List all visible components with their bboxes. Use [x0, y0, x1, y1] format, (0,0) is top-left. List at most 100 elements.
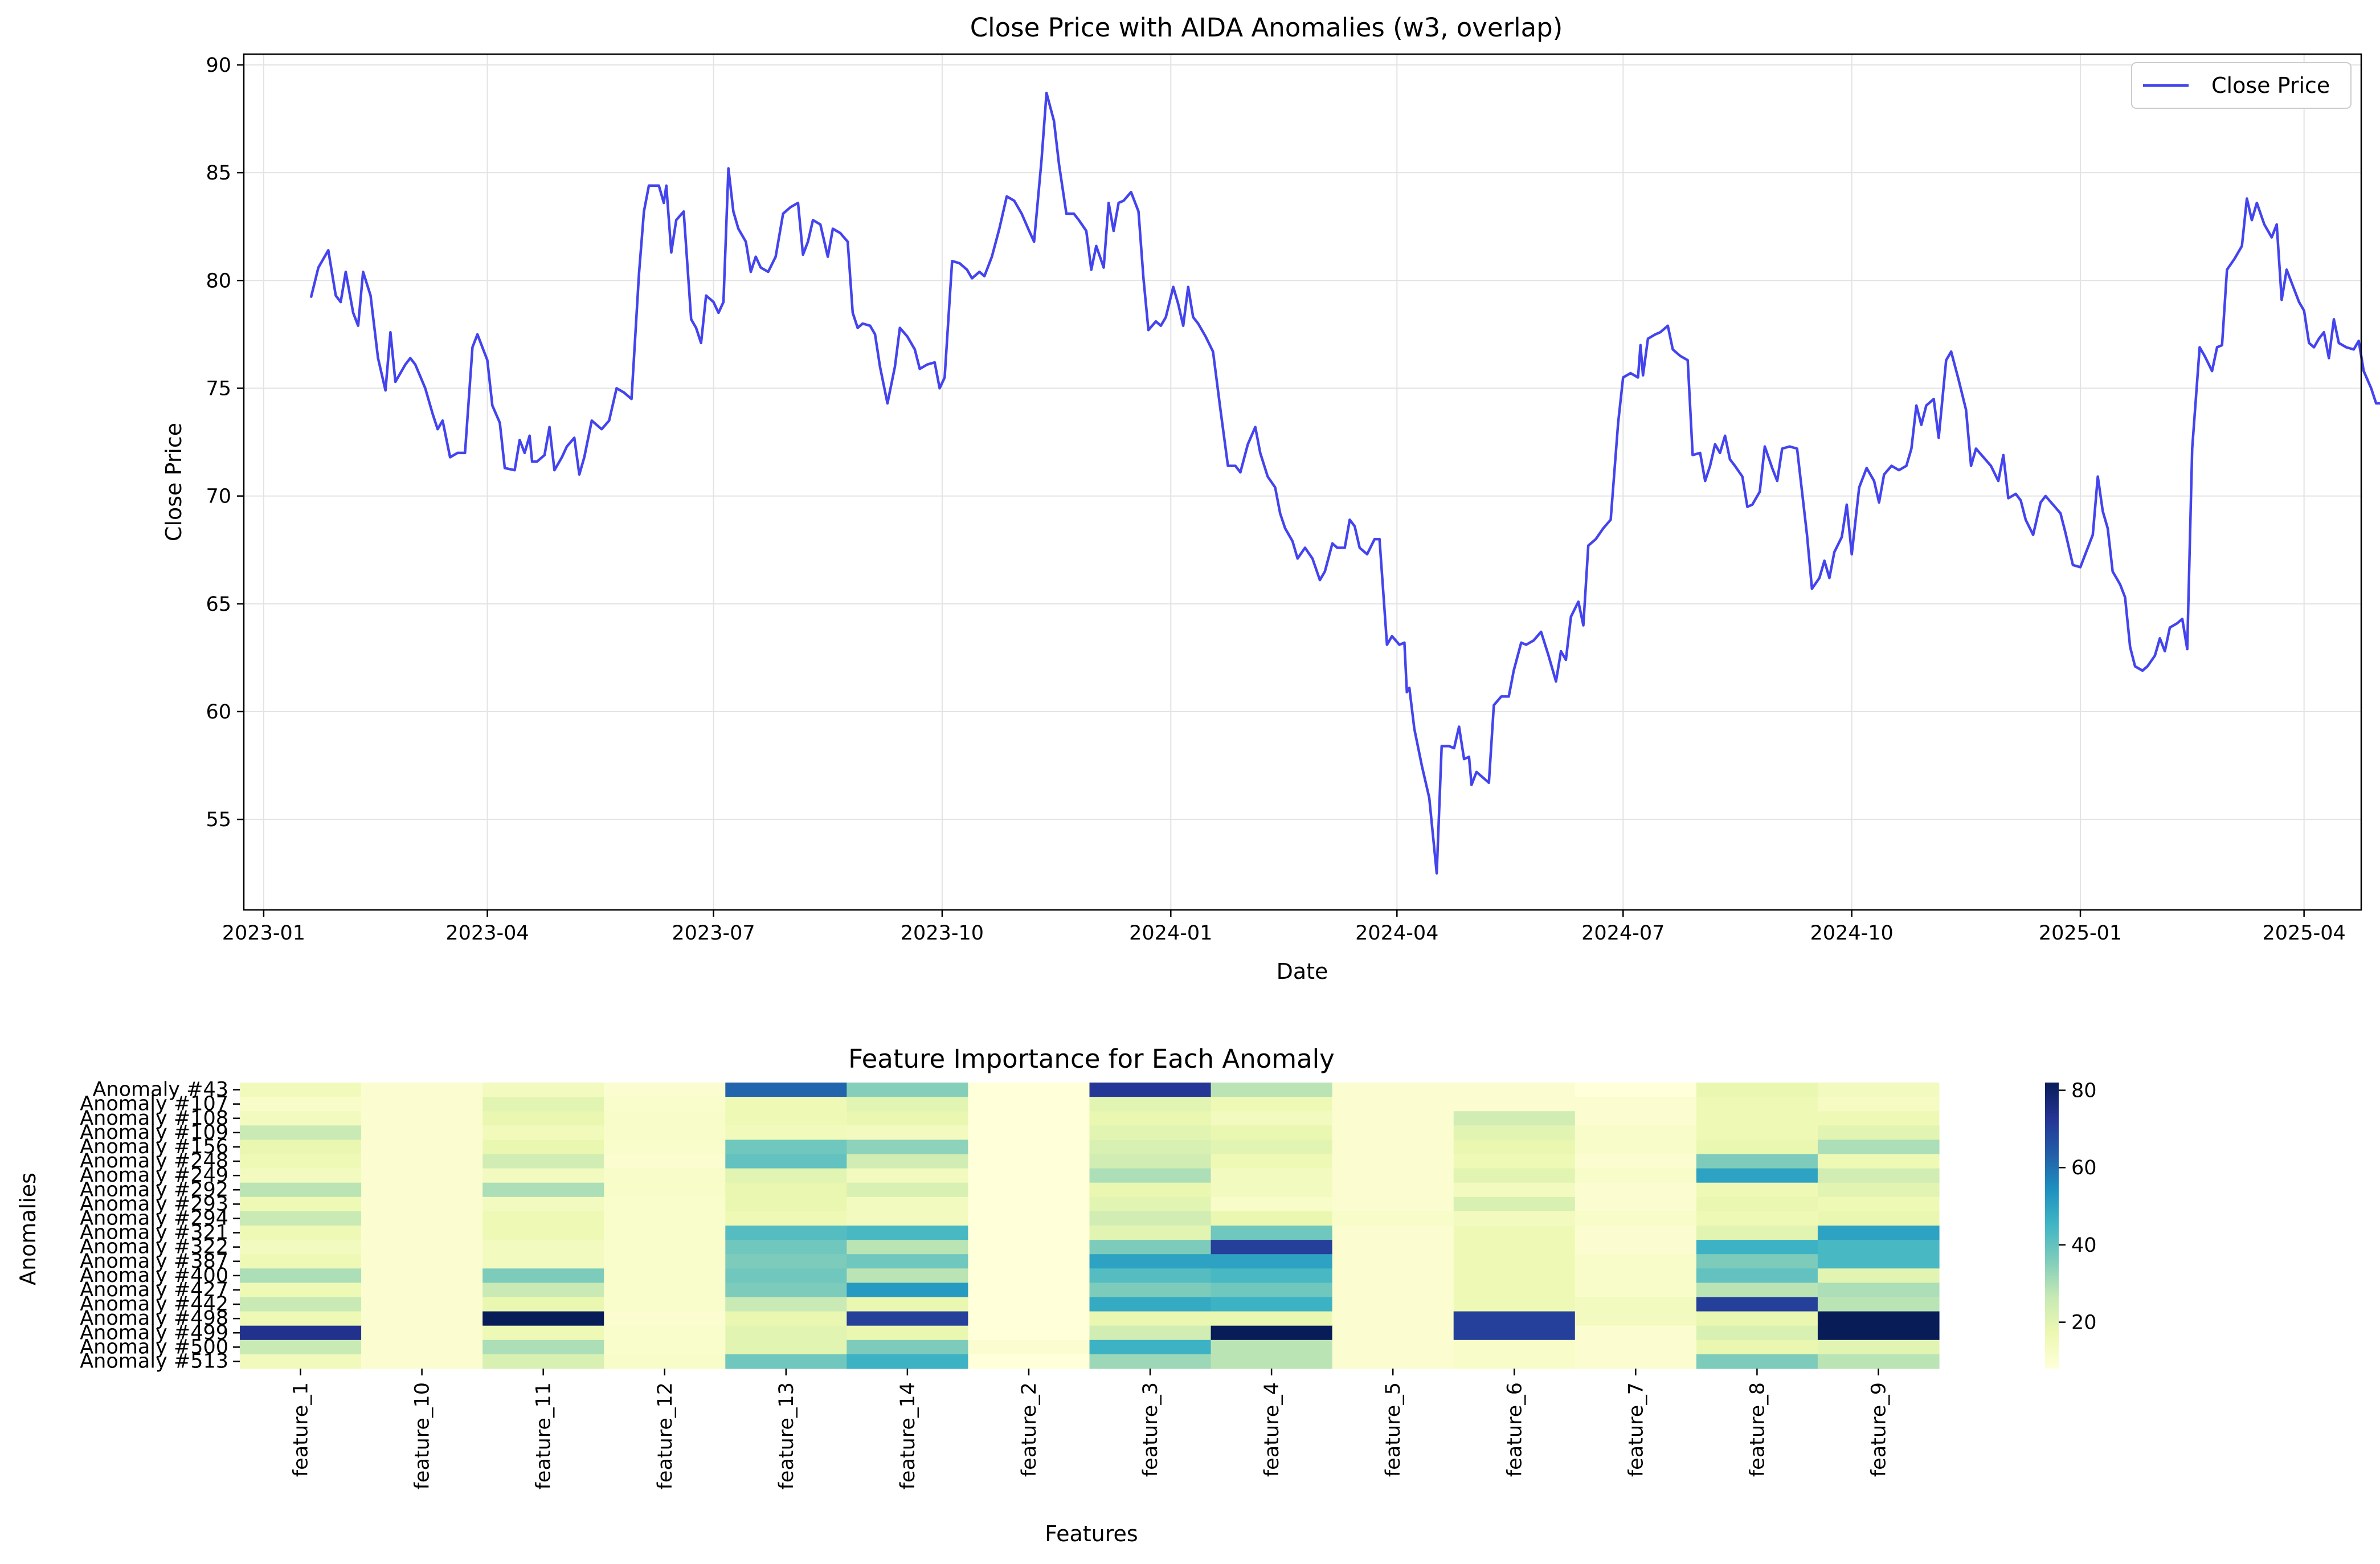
- heatmap-cell: [1817, 1182, 1940, 1198]
- heatmap-cell: [1211, 1283, 1333, 1298]
- heatmap-cell: [725, 1297, 847, 1312]
- column-label: feature_14: [897, 1382, 919, 1489]
- heatmap-cell: [1332, 1140, 1454, 1155]
- heatmap-cell: [240, 1125, 362, 1140]
- heatmap-cell: [968, 1168, 1090, 1183]
- heatmap-cell: [604, 1354, 726, 1369]
- heatmap-cell: [361, 1354, 483, 1369]
- heatmap-cell: [1575, 1197, 1697, 1212]
- y-tick-label: 90: [206, 54, 231, 77]
- row-label: Anomaly #387: [80, 1250, 228, 1273]
- legend: Close Price: [2131, 62, 2352, 109]
- row-label: Anomaly #108: [80, 1107, 228, 1130]
- heatmap-cell: [1211, 1197, 1333, 1212]
- heatmap-cell: [725, 1240, 847, 1255]
- heatmap-cell: [1817, 1083, 1940, 1097]
- heatmap-cell: [968, 1097, 1090, 1112]
- heatmap-cell: [1211, 1125, 1333, 1140]
- heatmap-cell: [1332, 1197, 1454, 1212]
- heatmap-cell: [725, 1125, 847, 1140]
- heatmap-cell: [1089, 1197, 1212, 1212]
- heatmap-cell: [240, 1340, 362, 1355]
- heatmap-cell: [361, 1240, 483, 1255]
- heatmap-cell: [1575, 1182, 1697, 1198]
- heatmap-cell: [1817, 1283, 1940, 1298]
- heatmap-cell: [968, 1311, 1090, 1326]
- heatmap-cell: [604, 1154, 726, 1169]
- heatmap-cell: [847, 1311, 969, 1326]
- row-label: Anomaly #156: [80, 1136, 228, 1158]
- column-label: feature_3: [1139, 1382, 1162, 1477]
- heatmap-cell: [1089, 1354, 1212, 1369]
- heatmap-cell: [1817, 1325, 1940, 1341]
- heatmap-cell: [1817, 1097, 1940, 1112]
- heatmap-cell: [361, 1283, 483, 1298]
- heatmap-cell: [847, 1268, 969, 1283]
- heatmap-cell: [1575, 1297, 1697, 1312]
- heatmap-cell: [1575, 1140, 1697, 1155]
- heatmap-cell: [604, 1168, 726, 1183]
- heatmap-cell: [1817, 1168, 1940, 1183]
- line-chart-grid: [244, 54, 2361, 910]
- heatmap-cell: [1575, 1097, 1697, 1112]
- heatmap-cell: [1696, 1226, 1818, 1240]
- heatmap-cell: [1211, 1111, 1333, 1126]
- heatmap-cell: [725, 1211, 847, 1226]
- heatmap-cell: [1453, 1211, 1576, 1226]
- heatmap-cell: [1453, 1283, 1576, 1298]
- heatmap-cell: [847, 1226, 969, 1240]
- y-tick-label: 60: [206, 701, 231, 724]
- heatmap-cell: [725, 1226, 847, 1240]
- heatmap-cell: [482, 1140, 604, 1155]
- heatmap-cell: [847, 1182, 969, 1198]
- heatmap-cell: [1089, 1211, 1212, 1226]
- row-label: Anomaly #499: [80, 1321, 228, 1344]
- heatmap-cell: [1575, 1125, 1697, 1140]
- heatmap-cell: [847, 1254, 969, 1269]
- row-label: Anomaly #107: [80, 1093, 228, 1116]
- heatmap-cell: [1696, 1097, 1818, 1112]
- heatmap-cell: [361, 1311, 483, 1326]
- heatmap-cell: [1817, 1211, 1940, 1226]
- heatmap-cell: [1332, 1297, 1454, 1312]
- heatmap-cell: [968, 1197, 1090, 1212]
- heatmap-cell: [725, 1268, 847, 1283]
- heatmap-cell: [725, 1197, 847, 1212]
- y-tick-label: 85: [206, 162, 231, 185]
- heatmap-y-axis-title: Anomalies: [15, 1173, 40, 1285]
- heatmap-cell: [1089, 1154, 1212, 1169]
- heatmap-cell: [725, 1182, 847, 1198]
- heatmap-cell: [1696, 1083, 1818, 1097]
- heatmap-cell: [847, 1154, 969, 1169]
- heatmap-cell: [1696, 1354, 1818, 1369]
- row-label: Anomaly #500: [80, 1336, 228, 1358]
- heatmap-cell: [1332, 1154, 1454, 1169]
- heatmap-cell: [482, 1197, 604, 1212]
- heatmap-cell: [1696, 1140, 1818, 1155]
- heatmap-cell: [1575, 1254, 1697, 1269]
- heatmap-cell: [482, 1083, 604, 1097]
- heatmap-cell: [604, 1254, 726, 1269]
- heatmap-cell: [847, 1297, 969, 1312]
- heatmap-cell: [1332, 1111, 1454, 1126]
- heatmap-cell: [240, 1240, 362, 1255]
- heatmap-cell: [968, 1354, 1090, 1369]
- x-tick-label: 2025-01: [2039, 922, 2122, 945]
- heatmap-cell: [1089, 1283, 1212, 1298]
- heatmap-cell: [1696, 1240, 1818, 1255]
- heatmap-cell: [847, 1111, 969, 1126]
- heatmap-cell: [361, 1226, 483, 1240]
- heatmap-cell: [725, 1111, 847, 1126]
- heatmap-cell: [604, 1311, 726, 1326]
- heatmap-cell: [1211, 1168, 1333, 1183]
- heatmap-cell: [1332, 1226, 1454, 1240]
- heatmap-cell: [1453, 1168, 1576, 1183]
- row-label: Anomaly #293: [80, 1193, 228, 1215]
- heatmap-cell: [1089, 1240, 1212, 1255]
- line-chart-x-ticks: 2023-01 2023-04 2023-07 2023-10 2024-01 2024-…: [222, 910, 2346, 945]
- heatmap-cell: [1453, 1325, 1576, 1341]
- heatmap-cell: [1575, 1311, 1697, 1326]
- heatmap-cell: [604, 1211, 726, 1226]
- heatmap-cell: [604, 1182, 726, 1198]
